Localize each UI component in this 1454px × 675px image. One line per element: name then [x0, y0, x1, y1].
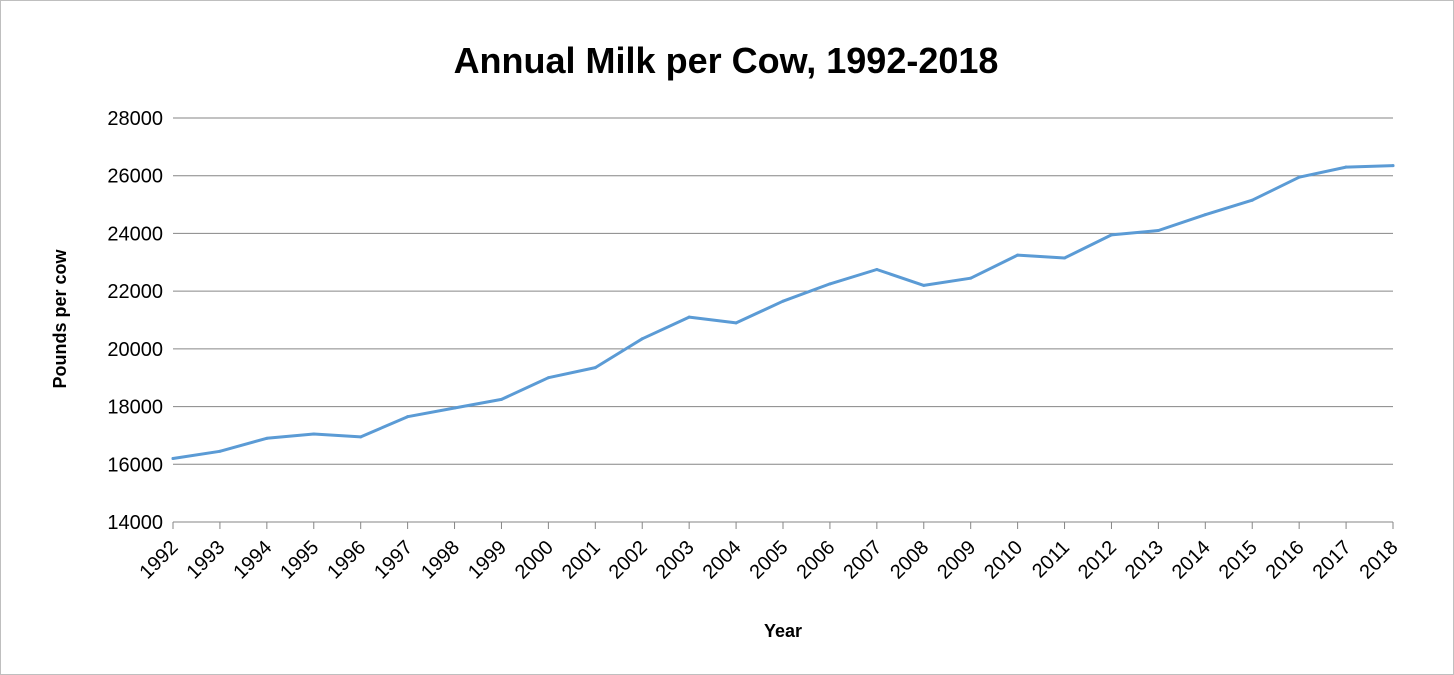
series-line-0 — [171, 164, 1395, 460]
data-point — [1063, 256, 1067, 260]
data-point — [1250, 198, 1254, 202]
data-point — [1203, 213, 1207, 217]
x-tick-label: 2014 — [1168, 536, 1215, 583]
data-point — [499, 397, 503, 401]
data-point — [1156, 229, 1160, 233]
x-tick-label: 2002 — [605, 536, 652, 583]
x-axis-title: Year — [764, 621, 802, 641]
y-tick-label: 28000 — [107, 108, 163, 130]
x-tick-label: 1994 — [229, 536, 276, 583]
data-point — [1016, 253, 1020, 257]
chart-title: Annual Milk per Cow, 1992-2018 — [454, 40, 999, 81]
x-tick-label: 2000 — [511, 536, 558, 583]
data-point — [875, 268, 879, 271]
x-tick-label: 1998 — [417, 536, 464, 583]
data-point — [265, 436, 269, 440]
x-tick-label: 2016 — [1262, 536, 1309, 583]
data-point — [546, 376, 550, 380]
x-tick-label: 2006 — [792, 536, 839, 583]
x-tick-label: 2013 — [1121, 536, 1168, 583]
y-axis-ticks: 14000 16000 18000 20000 22000 24000 26000 28000 — [107, 108, 163, 534]
y-tick-label: 20000 — [107, 339, 163, 361]
x-tick-label: 2005 — [746, 536, 793, 583]
data-point — [1109, 233, 1113, 237]
data-point — [1391, 164, 1395, 168]
x-tick-label: 2004 — [699, 536, 746, 583]
x-tick-label: 1996 — [323, 536, 370, 583]
data-point — [312, 432, 316, 436]
data-point — [406, 415, 410, 419]
data-point — [781, 299, 785, 303]
y-tick-label: 24000 — [107, 223, 163, 245]
data-point — [828, 282, 832, 286]
x-tick-label: 1999 — [464, 536, 511, 583]
x-tick-label: 2001 — [558, 536, 605, 583]
x-tick-label: 1997 — [370, 536, 417, 583]
x-tick-label: 2012 — [1074, 536, 1121, 583]
x-tick-label: 2011 — [1028, 536, 1074, 582]
y-tick-label: 26000 — [107, 166, 163, 188]
data-point — [1297, 175, 1301, 179]
x-axis-ticks: 1992 1993 1994 1995 1996 1997 1998 1999 2000 2001… — [136, 536, 1403, 583]
series-group — [171, 164, 1395, 461]
x-tick-label: 1995 — [276, 536, 323, 583]
y-tick-label: 16000 — [107, 454, 163, 476]
data-point — [734, 321, 738, 325]
y-tick-label: 14000 — [107, 512, 163, 534]
x-tick-label: 1992 — [136, 536, 183, 583]
data-point — [640, 337, 644, 341]
y-tick-label: 18000 — [107, 397, 163, 419]
data-point — [1344, 165, 1348, 169]
data-point — [453, 406, 457, 410]
x-tick-label: 2007 — [839, 536, 886, 583]
x-tick-label: 2003 — [652, 536, 699, 583]
data-point — [171, 457, 175, 461]
data-point — [218, 449, 222, 453]
y-axis-title: Pounds per cow — [50, 249, 70, 389]
data-point — [687, 315, 691, 319]
data-point — [969, 276, 973, 280]
x-tick-label: 1993 — [182, 536, 229, 583]
data-point — [359, 435, 363, 439]
x-tick-label: 2008 — [886, 536, 933, 583]
x-tick-label: 2015 — [1215, 536, 1262, 583]
gridlines — [173, 117, 1393, 465]
x-tick-label: 2018 — [1356, 536, 1403, 583]
x-tick-label: 2009 — [933, 536, 980, 583]
x-axis — [172, 521, 1394, 529]
x-tick-label: 2010 — [980, 536, 1027, 583]
y-tick-label: 22000 — [107, 281, 163, 303]
data-point — [922, 283, 926, 287]
data-point — [593, 366, 597, 370]
x-tick-label: 2017 — [1309, 536, 1356, 583]
